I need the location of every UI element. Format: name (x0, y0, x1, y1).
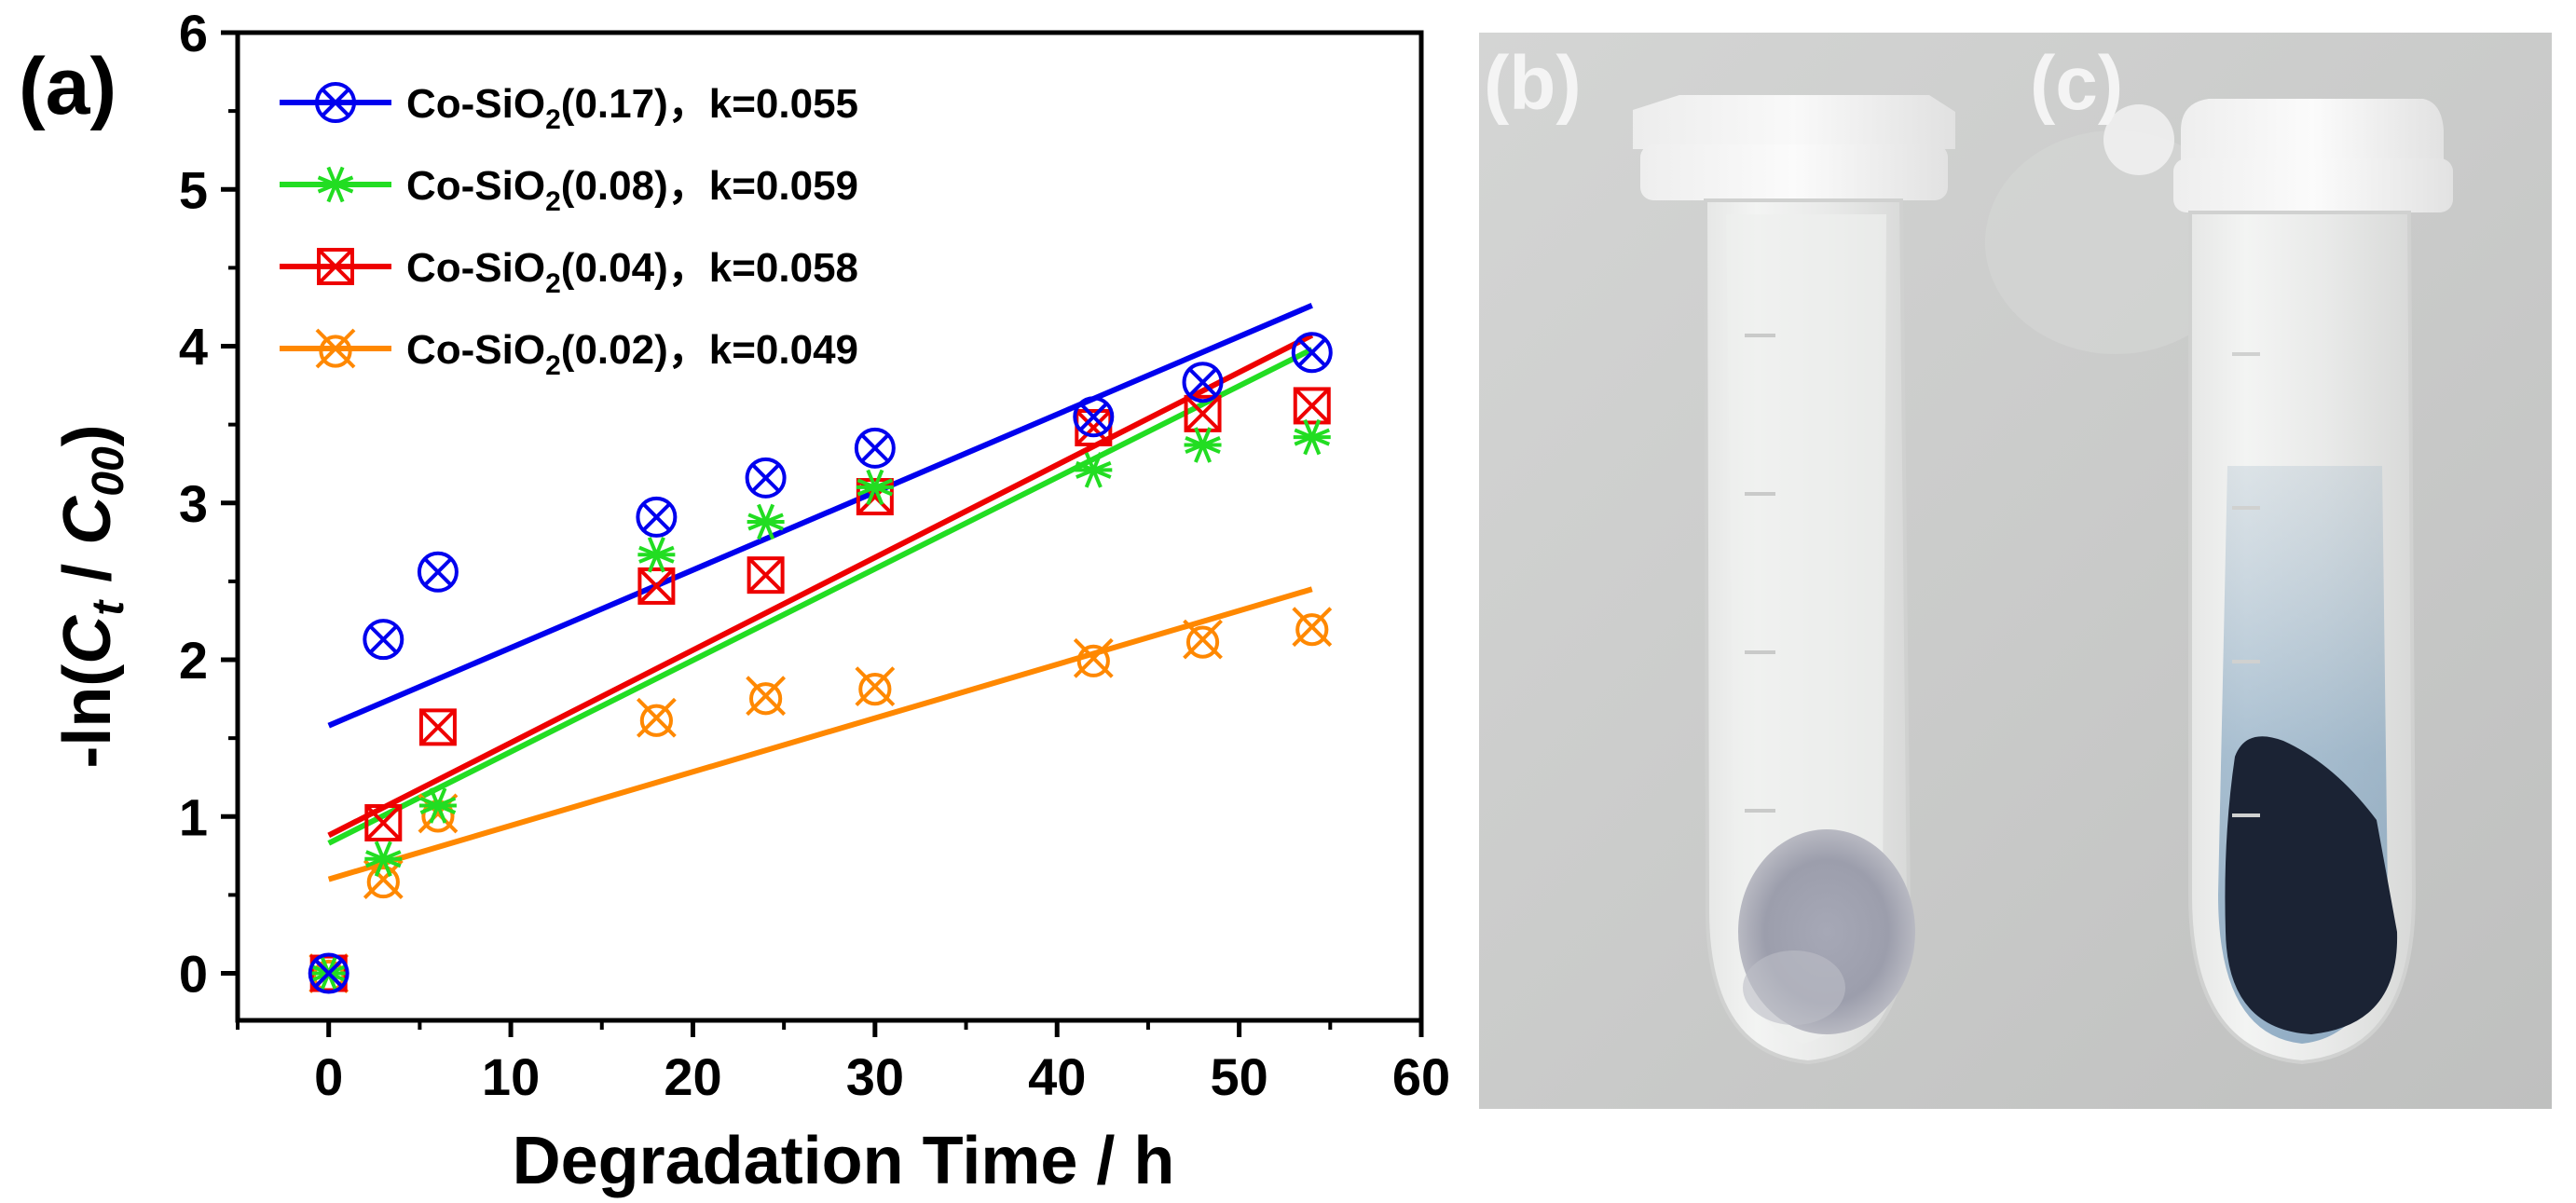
data-point-series-1 (308, 952, 349, 994)
legend-label: Co-SiO2(0.02)，k=0.049 (406, 327, 858, 381)
x-tick-label: 40 (1028, 1047, 1086, 1106)
data-point-series-4 (1292, 607, 1333, 648)
tube-b: (b) (1484, 41, 1955, 1065)
data-point-series-4 (1183, 619, 1223, 660)
x-tick-label: 30 (846, 1047, 904, 1106)
tube-c-cap (2181, 99, 2444, 163)
legend-item: Co-SiO2(0.08)，k=0.059 (280, 163, 858, 217)
tube-c-cap-hinge (2103, 104, 2174, 175)
tube-b-powder-shadow (1743, 950, 1845, 1025)
y-tick-label: 4 (179, 318, 208, 376)
legend-item: Co-SiO2(0.17)，k=0.055 (280, 81, 858, 135)
x-axis-title: Degradation Time / h (513, 1124, 1175, 1198)
fit-line-series-2 (327, 347, 1314, 846)
tube-b-cap-flap (1633, 95, 1955, 149)
data-point-series-1 (363, 619, 404, 661)
y-tick-label: 3 (179, 474, 208, 533)
plot-area (235, 30, 1424, 1023)
x-tick-label: 10 (482, 1047, 540, 1106)
data-point-series-2 (856, 469, 894, 506)
x-tick-label: 0 (314, 1047, 343, 1106)
data-point-series-1 (1182, 362, 1224, 403)
legend: Co-SiO2(0.17)，k=0.055 Co-SiO2(0.08)，k=0.0… (280, 81, 858, 381)
data-point-series-2 (637, 537, 676, 573)
legend-label: Co-SiO2(0.17)，k=0.055 (406, 81, 858, 135)
tube-c-graduations (2232, 352, 2260, 817)
legend-label: Co-SiO2(0.04)，k=0.058 (406, 245, 858, 299)
data-point-series-3 (1293, 387, 1331, 425)
legend-marker (317, 248, 354, 285)
fit-line-series-3 (327, 333, 1314, 839)
panel-label-a: (a) (19, 42, 116, 131)
panel-label-c: (c) (2030, 41, 2123, 126)
tube-b-rim (1640, 144, 1948, 200)
y-tick-label: 1 (179, 787, 208, 846)
x-tick-label: 60 (1392, 1047, 1450, 1106)
x-tick-label: 20 (664, 1047, 721, 1106)
y-axis-title: -ln(Ct / C00) (50, 424, 133, 768)
legend-marker (317, 166, 354, 203)
fit-line-series-4 (327, 586, 1313, 882)
data-point-series-1 (1073, 396, 1115, 438)
data-point-series-2 (364, 841, 403, 877)
tube-c-dark-powder (2225, 736, 2398, 1034)
legend-marker (315, 82, 356, 123)
legend-label: Co-SiO2(0.08)，k=0.059 (406, 163, 858, 217)
data-point-series-3 (418, 708, 457, 746)
data-point-series-3 (364, 804, 403, 841)
y-tick-label: 0 (179, 945, 208, 1004)
data-point-series-4 (855, 666, 896, 707)
data-point-series-1 (636, 496, 678, 538)
tube-c: (c) (2030, 41, 2453, 1065)
legend-item: Co-SiO2(0.04)，k=0.058 (280, 245, 858, 299)
data-point-series-2 (747, 503, 785, 540)
data-point-series-4 (636, 697, 677, 738)
tube-c-rim (2173, 158, 2453, 212)
data-point-series-1 (417, 551, 459, 593)
data-point-series-4 (746, 676, 787, 717)
y-tick-label: 2 (179, 631, 208, 690)
photo-panel: (b) (c) (1479, 33, 2552, 1109)
data-point-series-2 (1184, 427, 1222, 463)
panel-label-b: (b) (1484, 41, 1582, 126)
data-point-series-3 (637, 567, 676, 605)
fit-line-series-1 (327, 303, 1313, 729)
data-point-series-4 (363, 859, 404, 899)
data-point-series-2 (1075, 452, 1113, 488)
tube-b-graduations (1745, 334, 1775, 813)
y-tick-label: 6 (179, 4, 208, 62)
data-point-series-4 (1073, 637, 1114, 678)
data-point-series-1 (745, 457, 787, 499)
data-point-series-1 (1291, 332, 1333, 374)
data-point-series-3 (747, 556, 785, 595)
data-point-series-3 (1184, 394, 1222, 432)
data-point-series-2 (418, 787, 457, 824)
x-tick-label: 50 (1210, 1047, 1267, 1106)
data-point-series-2 (1293, 418, 1331, 456)
legend-marker (315, 328, 356, 369)
legend-item: Co-SiO2(0.02)，k=0.049 (280, 327, 858, 381)
chart-panel-a: (a) -ln(Ct / C00) Degradation Time / h 0… (19, 4, 1450, 1198)
y-tick-label: 5 (179, 160, 208, 219)
data-point-series-1 (854, 427, 896, 469)
